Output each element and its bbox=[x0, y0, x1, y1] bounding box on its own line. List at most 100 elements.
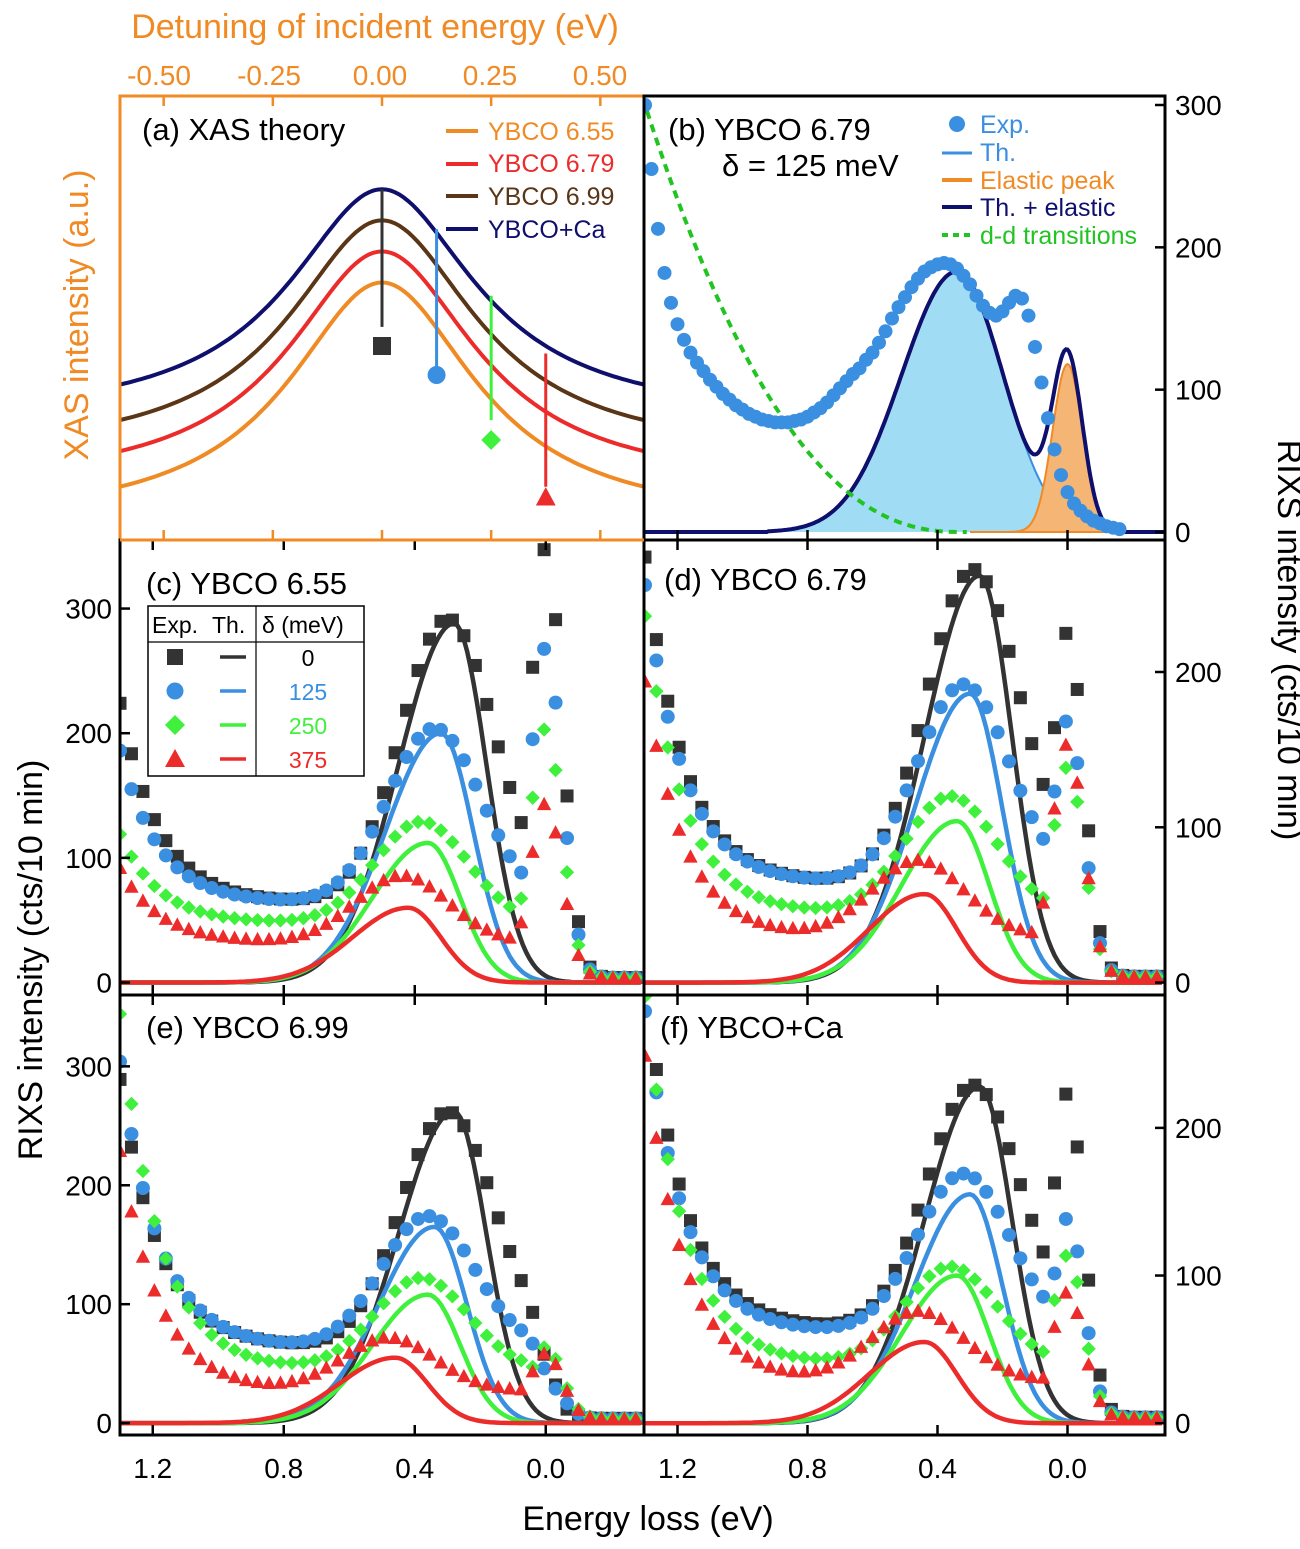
marker-diamond bbox=[956, 793, 971, 808]
marker-diamond bbox=[1081, 880, 1096, 896]
marker-triangle bbox=[120, 1143, 128, 1157]
legend-th: Th. bbox=[980, 139, 1016, 167]
x-tick-label: 0.4 bbox=[395, 1453, 434, 1484]
marker-circle bbox=[158, 848, 173, 863]
marker-triangle bbox=[819, 1360, 835, 1374]
marker-circle bbox=[785, 1317, 800, 1332]
ytick-label: 300 bbox=[65, 1051, 112, 1082]
marker-diamond bbox=[479, 878, 494, 893]
marker-square bbox=[480, 1176, 494, 1190]
marker-circle bbox=[956, 677, 971, 692]
marker-square bbox=[480, 697, 494, 711]
marker-diamond bbox=[1013, 1326, 1028, 1341]
ytick-label: 300 bbox=[65, 594, 112, 625]
marker-diamond bbox=[831, 898, 846, 913]
marker-square bbox=[922, 1167, 936, 1181]
marker-diamond bbox=[751, 1337, 766, 1352]
marker-circle bbox=[808, 871, 823, 886]
ytick-label: 200 bbox=[1175, 657, 1222, 688]
marker-triangle bbox=[296, 1370, 311, 1385]
marker-triangle bbox=[865, 1329, 880, 1343]
marker-triangle bbox=[594, 969, 609, 984]
marker-circle bbox=[560, 831, 575, 846]
exp-point bbox=[670, 317, 685, 332]
ytick-label: 100 bbox=[65, 843, 112, 874]
marker-circle bbox=[1024, 1272, 1039, 1287]
marker-triangle bbox=[617, 970, 632, 984]
marker-diamond bbox=[1058, 1248, 1074, 1263]
exp-point bbox=[898, 290, 912, 305]
marker-triangle bbox=[422, 879, 437, 893]
marker-diamond bbox=[933, 791, 948, 806]
marker-circle bbox=[1047, 1266, 1062, 1281]
ytick-label: 0 bbox=[1175, 968, 1191, 999]
theory-curve bbox=[120, 905, 641, 985]
marker-triangle bbox=[990, 1357, 1005, 1371]
marker-square bbox=[503, 1244, 517, 1258]
marker-square bbox=[526, 660, 540, 674]
exp-point bbox=[683, 345, 698, 360]
marker-circle bbox=[571, 927, 586, 942]
marker-circle bbox=[899, 1250, 914, 1265]
marker-circle bbox=[808, 1320, 823, 1335]
marker-diamond bbox=[170, 1279, 185, 1294]
marker-diamond bbox=[1024, 1336, 1039, 1352]
marker-diamond bbox=[319, 1349, 334, 1364]
theory-curve bbox=[120, 1355, 641, 1426]
marker-circle bbox=[193, 1303, 208, 1318]
marker-diamond bbox=[238, 912, 254, 927]
marker-diamond bbox=[967, 804, 983, 819]
marker-square bbox=[411, 1148, 425, 1162]
marker-triangle bbox=[376, 1330, 391, 1344]
marker-triangle bbox=[273, 931, 288, 945]
marker-triangle bbox=[706, 884, 721, 898]
marker-triangle bbox=[410, 872, 426, 886]
marker-diamond bbox=[376, 1296, 391, 1311]
marker-triangle bbox=[376, 872, 391, 887]
ytick-label: 0 bbox=[96, 1408, 112, 1439]
marker-circle bbox=[445, 1226, 460, 1241]
marker-triangle bbox=[842, 901, 857, 916]
marker-circle bbox=[831, 1318, 846, 1333]
panel-d-title: (d) YBCO 6.79 bbox=[664, 562, 867, 597]
exp-point bbox=[1041, 411, 1055, 426]
marker-diamond bbox=[922, 1269, 937, 1284]
marker-square bbox=[945, 1102, 959, 1116]
table-marker-square bbox=[167, 649, 183, 665]
marker-square bbox=[400, 703, 414, 717]
marker-circle bbox=[911, 1227, 925, 1242]
marker-triangle bbox=[525, 844, 540, 858]
marker-circle bbox=[262, 892, 277, 907]
marker-triangle bbox=[491, 1379, 506, 1394]
marker-circle bbox=[990, 725, 1005, 740]
marker-diamond bbox=[559, 865, 575, 880]
marker-circle bbox=[751, 860, 766, 875]
marker-circle bbox=[296, 891, 311, 906]
marker-diamond bbox=[193, 1315, 208, 1331]
marker-triangle bbox=[559, 896, 575, 911]
marker-diamond bbox=[250, 1351, 265, 1366]
marker-triangle bbox=[888, 861, 903, 875]
marker-diamond bbox=[762, 1342, 778, 1357]
marker-triangle bbox=[1013, 1367, 1028, 1381]
marker-triangle bbox=[120, 860, 128, 875]
marker-diamond bbox=[410, 1270, 426, 1286]
top-axis-label: Detuning of incident energy (eV) bbox=[131, 8, 619, 46]
marker-circle bbox=[479, 1282, 494, 1297]
marker-diamond bbox=[548, 762, 563, 778]
exp-point bbox=[1054, 468, 1068, 483]
exp-point bbox=[969, 288, 984, 303]
panel-a-title: (a) XAS theory bbox=[142, 112, 346, 147]
marker-triangle bbox=[808, 918, 823, 933]
exp-point bbox=[657, 265, 672, 280]
marker-triangle bbox=[410, 1339, 426, 1354]
marker-square bbox=[911, 724, 925, 738]
marker-square bbox=[503, 780, 517, 794]
marker-square bbox=[124, 747, 138, 761]
marker-diamond bbox=[990, 1299, 1005, 1314]
table-row-375: 375 bbox=[289, 747, 327, 773]
marker-diamond bbox=[502, 899, 517, 914]
marker-diamond bbox=[227, 911, 242, 926]
marker-circle bbox=[729, 1293, 743, 1308]
marker-triangle bbox=[387, 1330, 403, 1344]
